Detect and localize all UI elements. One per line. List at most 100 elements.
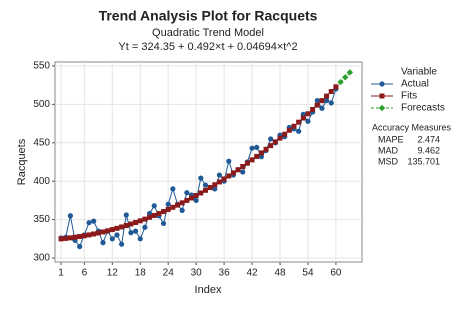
- point: [198, 190, 204, 196]
- point: [109, 236, 115, 242]
- series-line: [61, 86, 337, 240]
- point: [179, 200, 185, 206]
- point: [268, 143, 274, 149]
- point: [296, 119, 302, 125]
- legend-marker: [379, 81, 385, 87]
- point: [175, 202, 181, 208]
- point: [86, 220, 92, 226]
- point: [216, 179, 222, 185]
- point: [221, 176, 227, 182]
- y-tick-label: 450: [33, 137, 50, 148]
- x-tick-label: 60: [330, 268, 342, 279]
- chart-subtitle: Quadratic Trend Model: [152, 27, 264, 39]
- point: [81, 233, 87, 239]
- legend-title: Variable: [401, 67, 437, 78]
- point: [249, 145, 255, 151]
- equation: Yt = 324.35 + 0.492×t + 0.04694×t^2: [118, 41, 297, 53]
- point: [170, 186, 176, 192]
- point: [244, 160, 250, 166]
- point: [240, 169, 246, 175]
- accuracy-label: MAPE: [378, 134, 404, 144]
- point: [184, 197, 190, 203]
- point: [291, 123, 297, 129]
- x-tick-label: 18: [135, 268, 147, 279]
- point: [137, 236, 143, 242]
- x-axis-title: Index: [195, 284, 222, 296]
- point: [100, 229, 106, 235]
- point: [230, 170, 236, 176]
- point: [296, 128, 302, 134]
- point: [91, 218, 97, 224]
- point: [100, 240, 106, 246]
- point: [254, 144, 260, 151]
- point: [142, 224, 148, 230]
- point: [170, 204, 176, 210]
- point: [202, 187, 208, 193]
- point: [165, 201, 171, 207]
- point: [95, 230, 101, 236]
- point: [146, 210, 153, 217]
- point: [156, 211, 162, 217]
- y-axis-title: Racquets: [16, 138, 28, 185]
- point: [323, 97, 330, 104]
- point: [319, 105, 325, 111]
- point: [226, 173, 232, 179]
- point: [240, 164, 246, 170]
- point: [123, 212, 129, 218]
- point: [305, 111, 311, 117]
- point: [268, 136, 274, 142]
- y-tick-label: 550: [33, 61, 50, 72]
- point: [193, 197, 199, 204]
- x-tick-label: 36: [219, 268, 231, 279]
- point: [151, 212, 157, 218]
- point: [202, 182, 209, 188]
- point: [114, 232, 120, 238]
- point: [346, 69, 354, 76]
- point: [109, 227, 115, 233]
- legend-label: Actual: [401, 79, 429, 90]
- accuracy-label: MSD: [378, 156, 399, 166]
- legend-marker: [379, 93, 385, 99]
- point: [184, 190, 190, 196]
- point: [86, 232, 92, 238]
- point: [314, 97, 320, 104]
- point: [137, 218, 143, 224]
- point: [235, 167, 241, 173]
- point: [105, 228, 111, 234]
- point: [254, 153, 260, 159]
- point: [258, 150, 264, 156]
- point: [119, 241, 125, 247]
- y-tick-label: 300: [33, 253, 50, 264]
- point: [337, 78, 344, 86]
- point: [249, 157, 255, 163]
- series-line: [60, 88, 337, 248]
- point: [128, 230, 134, 236]
- point: [305, 118, 311, 124]
- point: [212, 186, 218, 192]
- point: [77, 243, 83, 250]
- point: [193, 193, 199, 199]
- y-tick-label: 350: [33, 214, 50, 225]
- point: [142, 216, 148, 222]
- x-tick-label: 24: [163, 268, 175, 279]
- x-tick-label: 6: [82, 268, 88, 279]
- accuracy-label: MAD: [378, 145, 399, 155]
- point: [161, 209, 167, 215]
- x-tick-label: 30: [191, 268, 203, 279]
- point: [123, 223, 129, 229]
- point: [342, 74, 349, 81]
- accuracy-value: 135.701: [407, 156, 440, 166]
- legend-label: Fits: [401, 91, 417, 102]
- x-tick-label: 42: [246, 268, 258, 279]
- point: [263, 146, 269, 152]
- point: [300, 115, 306, 121]
- point: [67, 235, 73, 241]
- point: [77, 234, 83, 240]
- point: [91, 231, 97, 237]
- point: [128, 221, 134, 227]
- plot-frame: [54, 61, 363, 263]
- point: [324, 93, 330, 99]
- point: [216, 172, 223, 178]
- accuracy-value: 2.474: [417, 134, 440, 144]
- point: [226, 158, 232, 164]
